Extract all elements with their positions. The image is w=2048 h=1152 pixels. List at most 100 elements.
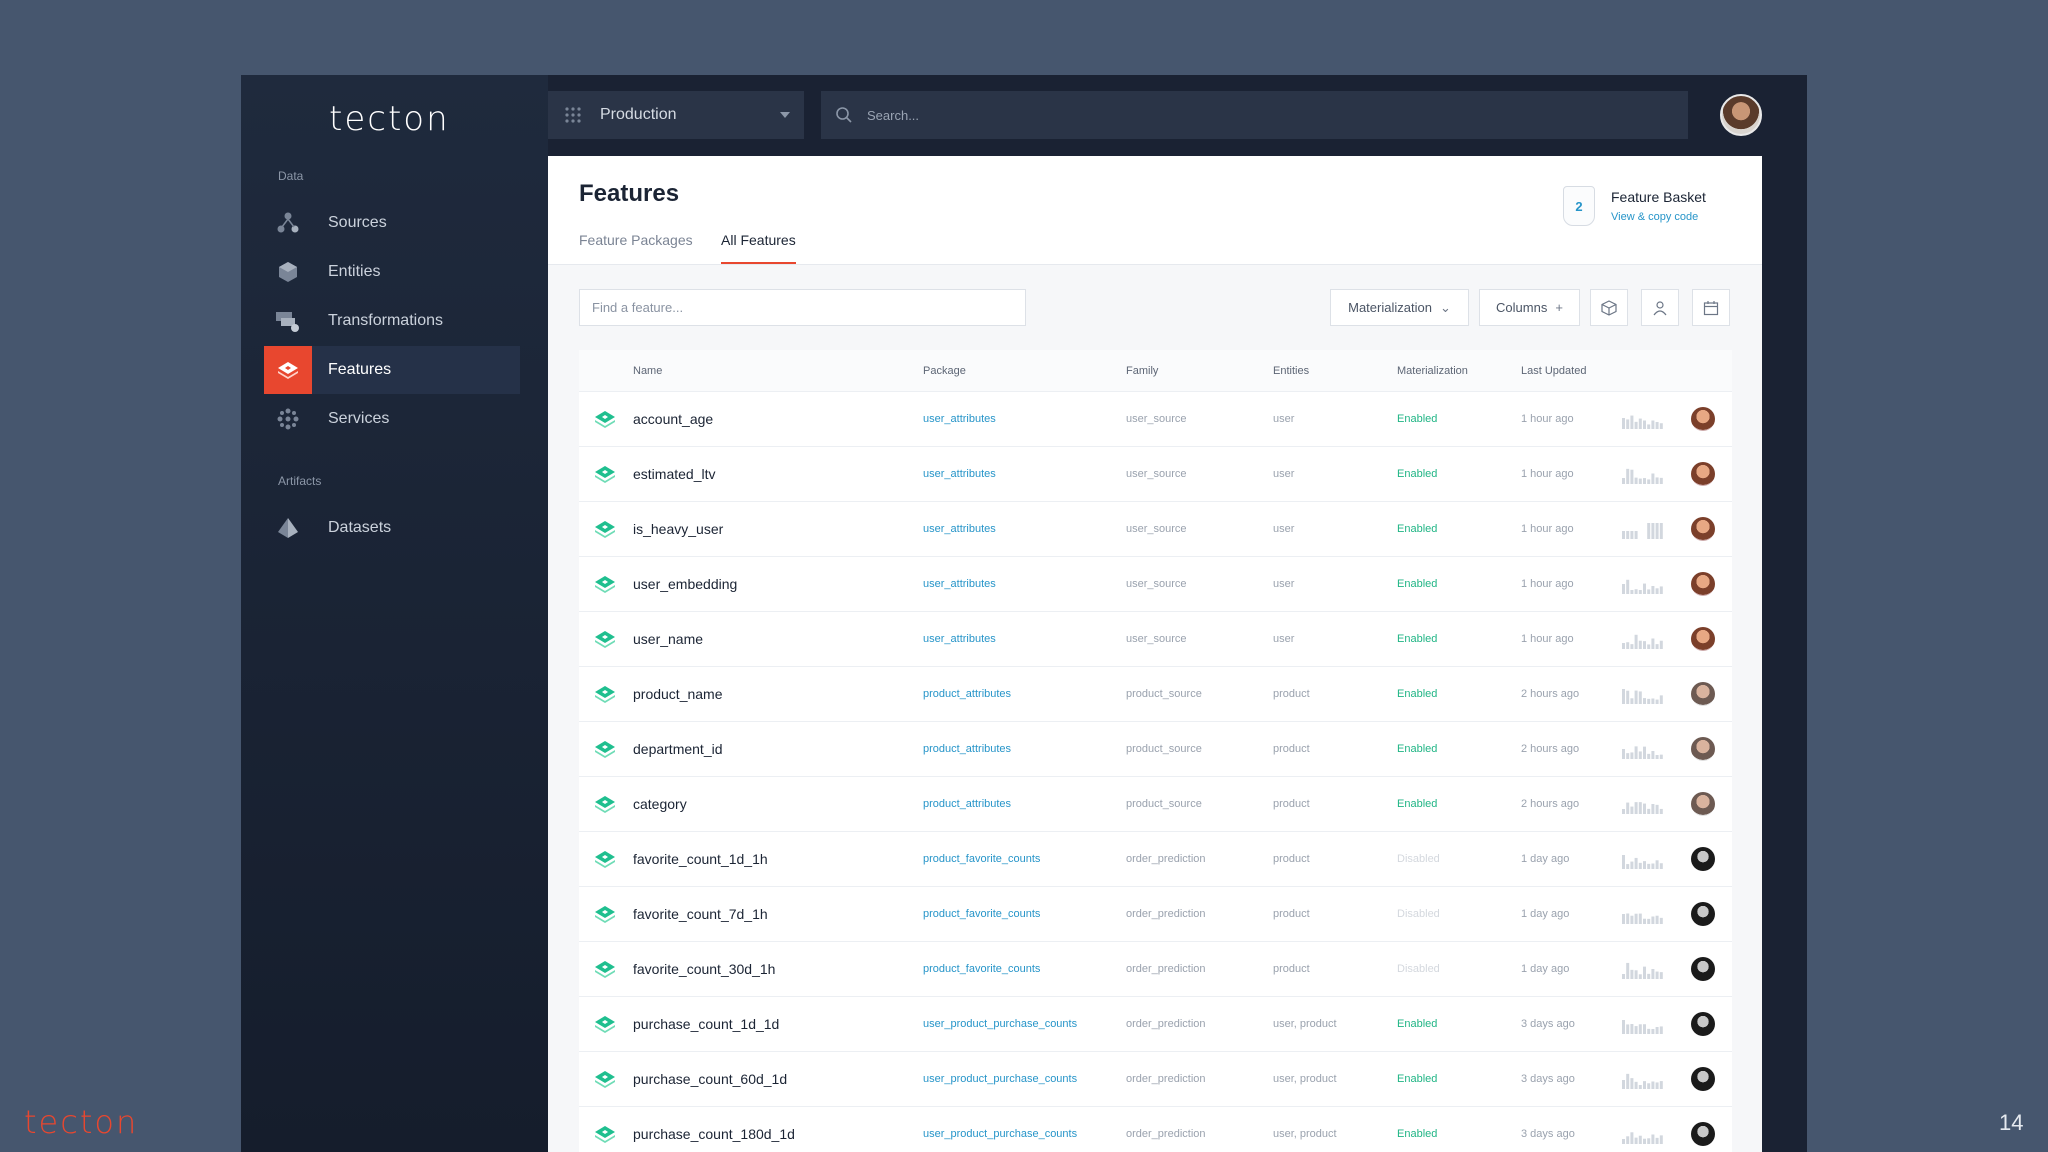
feature-name[interactable]: purchase_count_1d_1d (633, 1016, 780, 1032)
table-row[interactable]: department_id product_attributes product_s… (579, 722, 1732, 777)
sparkline-bar (1630, 752, 1634, 759)
table-row[interactable]: category product_attributes product_source… (579, 777, 1732, 832)
header-entities[interactable]: Entities (1273, 364, 1310, 377)
tab-feature-packages[interactable]: Feature Packages (579, 232, 693, 248)
view-copy-code-link[interactable]: View & copy code (1611, 211, 1699, 223)
owner-filter-button[interactable] (1641, 289, 1679, 326)
table-row[interactable]: account_age user_attributes user_source use… (579, 392, 1732, 447)
columns-button[interactable]: Columns + (1479, 289, 1580, 326)
table-row[interactable]: purchase_count_1d_1d user_product_purchas… (579, 997, 1732, 1052)
feature-name[interactable]: department_id (633, 741, 723, 757)
table-row[interactable]: user_name user_attributes user_source user E… (579, 612, 1732, 667)
feature-name[interactable]: account_age (633, 411, 714, 427)
package-link[interactable]: user_product_purchase_counts (923, 1073, 1078, 1085)
owner-avatar[interactable] (1691, 1052, 1715, 1106)
owner-avatar[interactable] (1691, 832, 1715, 886)
columns-button-label: Columns (1496, 300, 1548, 315)
table-row[interactable]: estimated_ltv user_attributes user_source u… (579, 447, 1732, 502)
owner-avatar[interactable] (1691, 887, 1715, 941)
feature-icon (594, 667, 616, 721)
sidebar-item-datasets[interactable]: Datasets (264, 504, 520, 552)
tecton-logo[interactable]: tecton (329, 99, 450, 139)
workspace-select[interactable]: Production (548, 91, 804, 139)
feature-name[interactable]: purchase_count_60d_1d (633, 1071, 788, 1087)
feature-name[interactable]: estimated_ltv (633, 466, 716, 482)
sparkline-bar (1634, 1137, 1638, 1144)
user-avatar[interactable] (1720, 94, 1762, 136)
feature-basket[interactable]: 2 Feature Basket View & copy code (1563, 186, 1706, 226)
package-link[interactable]: user_attributes (923, 413, 996, 425)
owner-avatar[interactable] (1691, 557, 1715, 611)
feature-name[interactable]: favorite_count_1d_1h (633, 851, 768, 867)
sidebar-item-entities[interactable]: Entities (264, 248, 520, 296)
feature-name[interactable]: purchase_count_180d_1d (633, 1126, 795, 1142)
owner-avatar[interactable] (1691, 502, 1715, 556)
global-search[interactable]: Search... (821, 91, 1688, 139)
header-last-updated[interactable]: Last Updated (1521, 364, 1587, 377)
table-row[interactable]: purchase_count_180d_1d user_product_purch… (579, 1107, 1732, 1152)
table-row[interactable]: product_name product_attributes product_so… (579, 667, 1732, 722)
package-link[interactable]: user_attributes (923, 633, 996, 645)
header-family[interactable]: Family (1126, 364, 1159, 377)
sparkline-bar (1655, 644, 1659, 649)
owner-avatar[interactable] (1691, 997, 1715, 1051)
header-package[interactable]: Package (923, 364, 966, 377)
package-link[interactable]: product_favorite_counts (923, 908, 1041, 920)
sidebar-item-transformations[interactable]: Transformations (264, 297, 520, 345)
package-link[interactable]: product_attributes (923, 743, 1012, 755)
sparkline-bar (1655, 699, 1659, 704)
sidebar-item-features[interactable]: Features (264, 346, 520, 394)
package-link[interactable]: user_attributes (923, 468, 996, 480)
sparkline-bar (1626, 579, 1630, 594)
package-link[interactable]: product_favorite_counts (923, 963, 1041, 975)
owner-avatar[interactable] (1691, 612, 1715, 666)
package-link[interactable]: product_attributes (923, 798, 1012, 810)
table-row[interactable]: favorite_count_7d_1h product_favorite_cou… (579, 887, 1732, 942)
feature-name[interactable]: product_name (633, 686, 723, 702)
table-row[interactable]: purchase_count_60d_1d user_product_purcha… (579, 1052, 1732, 1107)
sidebar-item-services[interactable]: Services (264, 395, 520, 443)
table-row[interactable]: favorite_count_30d_1h product_favorite_co… (579, 942, 1732, 997)
owner-avatar[interactable] (1691, 722, 1715, 776)
table-header: Name Package Family Entities Materializa… (579, 350, 1732, 392)
feature-icon (594, 887, 616, 941)
owner-avatar[interactable] (1691, 667, 1715, 721)
owner-avatar[interactable] (1691, 777, 1715, 831)
owner-avatar[interactable] (1691, 1107, 1715, 1152)
feature-name[interactable]: is_heavy_user (633, 521, 724, 537)
feature-name[interactable]: category (633, 796, 687, 812)
table-row[interactable]: favorite_count_1d_1h product_favorite_cou… (579, 832, 1732, 887)
header-materialization[interactable]: Materialization (1397, 364, 1468, 377)
header-name[interactable]: Name (633, 364, 663, 377)
table-row[interactable]: is_heavy_user user_attributes user_source u… (579, 502, 1732, 557)
family-cell: order_prediction (1126, 963, 1206, 975)
owner-avatar[interactable] (1691, 942, 1715, 996)
tab-all-features[interactable]: All Features (721, 232, 796, 265)
package-link[interactable]: user_product_purchase_counts (923, 1018, 1078, 1030)
feature-name[interactable]: favorite_count_30d_1h (633, 961, 776, 977)
package-link[interactable]: user_attributes (923, 578, 996, 590)
entity-filter-button[interactable] (1590, 289, 1628, 326)
owner-avatar[interactable] (1691, 392, 1715, 446)
sparkline-bar (1634, 477, 1638, 484)
family-cell: order_prediction (1126, 1018, 1206, 1030)
materialization-filter[interactable]: Materialization ⌄ (1330, 289, 1469, 326)
table-row[interactable]: user_embedding user_attributes user_source… (579, 557, 1732, 612)
owner-avatar[interactable] (1691, 447, 1715, 501)
package-link[interactable]: product_attributes (923, 688, 1012, 700)
sidebar-item-sources[interactable]: Sources (264, 199, 520, 247)
entities-cell: user, product (1273, 1128, 1337, 1140)
package-link[interactable]: product_favorite_counts (923, 853, 1041, 865)
sparkline-bar (1655, 755, 1659, 759)
feature-name[interactable]: user_embedding (633, 576, 738, 592)
entities-cell: product (1273, 908, 1310, 920)
package-link[interactable]: user_attributes (923, 523, 996, 535)
avatar (1691, 792, 1715, 816)
feature-name[interactable]: user_name (633, 631, 704, 647)
feature-name[interactable]: favorite_count_7d_1h (633, 906, 768, 922)
package-link[interactable]: user_product_purchase_counts (923, 1128, 1078, 1140)
find-feature-input[interactable] (579, 289, 1026, 326)
date-filter-button[interactable] (1692, 289, 1730, 326)
feature-icon (594, 1107, 616, 1152)
sidebar-item-label: Transformations (328, 312, 443, 329)
